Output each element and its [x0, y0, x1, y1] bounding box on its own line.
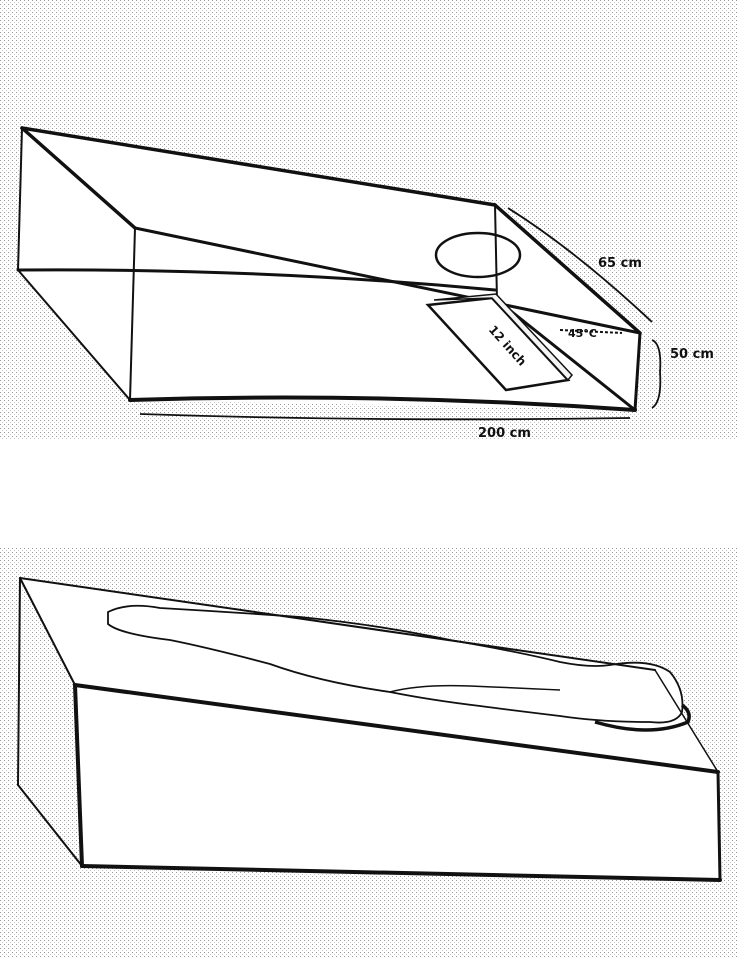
- tablet-drawing: 12 inch: [425, 293, 573, 392]
- body-arm-line: [389, 684, 561, 693]
- dimension-height: 50 cm: [651, 339, 714, 409]
- edge-bottom-diag-left: [17, 269, 131, 401]
- bed-edge-front-bottom: [80, 864, 722, 882]
- bed-edge-back-vertical: [17, 577, 21, 786]
- edge-top-left: [20, 126, 137, 230]
- edge-bottom-back: [16, 268, 497, 292]
- angle-label: 45°C: [568, 327, 597, 340]
- edge-vertical-front-left: [17, 127, 23, 271]
- edge-vertical-mid: [129, 227, 136, 401]
- box-wedge-sketch: 12 inch 45°C 65 cm 50 cm 200 cm: [0, 0, 738, 441]
- bed-edge-top-front: [73, 683, 720, 774]
- bed-edge-top-back: [19, 577, 656, 671]
- edge-vertical-right: [633, 331, 642, 412]
- body-bed-sketch: [0, 548, 738, 958]
- depth-dimension-label: 65 cm: [598, 256, 642, 271]
- length-dimension-label: 200 cm: [478, 426, 531, 441]
- body-silhouette: [107, 604, 684, 724]
- bed-edge-front-right: [716, 770, 722, 882]
- bed-edge-back-diag: [17, 784, 83, 867]
- bed-edge-top-right: [654, 669, 719, 773]
- bed-edge-top-left: [19, 577, 76, 686]
- bed-edge-front-left: [73, 683, 84, 868]
- bed-front-face: [75, 685, 720, 880]
- edge-bottom-diag-right: [495, 298, 637, 412]
- height-dimension-label: 50 cm: [670, 347, 714, 362]
- dimension-length: 200 cm: [139, 413, 631, 441]
- wedge-front-face: [18, 128, 135, 400]
- edge-vertical-back-right: [494, 204, 498, 301]
- edge-top-back: [20, 126, 497, 207]
- edge-bottom-front: [128, 395, 637, 412]
- angle-annotation: 45°C: [559, 327, 623, 340]
- face-opening-ellipse: [434, 231, 522, 279]
- edge-top-right: [493, 203, 642, 335]
- dimension-depth: 65 cm: [507, 207, 653, 323]
- wedge-top-face: [22, 128, 640, 333]
